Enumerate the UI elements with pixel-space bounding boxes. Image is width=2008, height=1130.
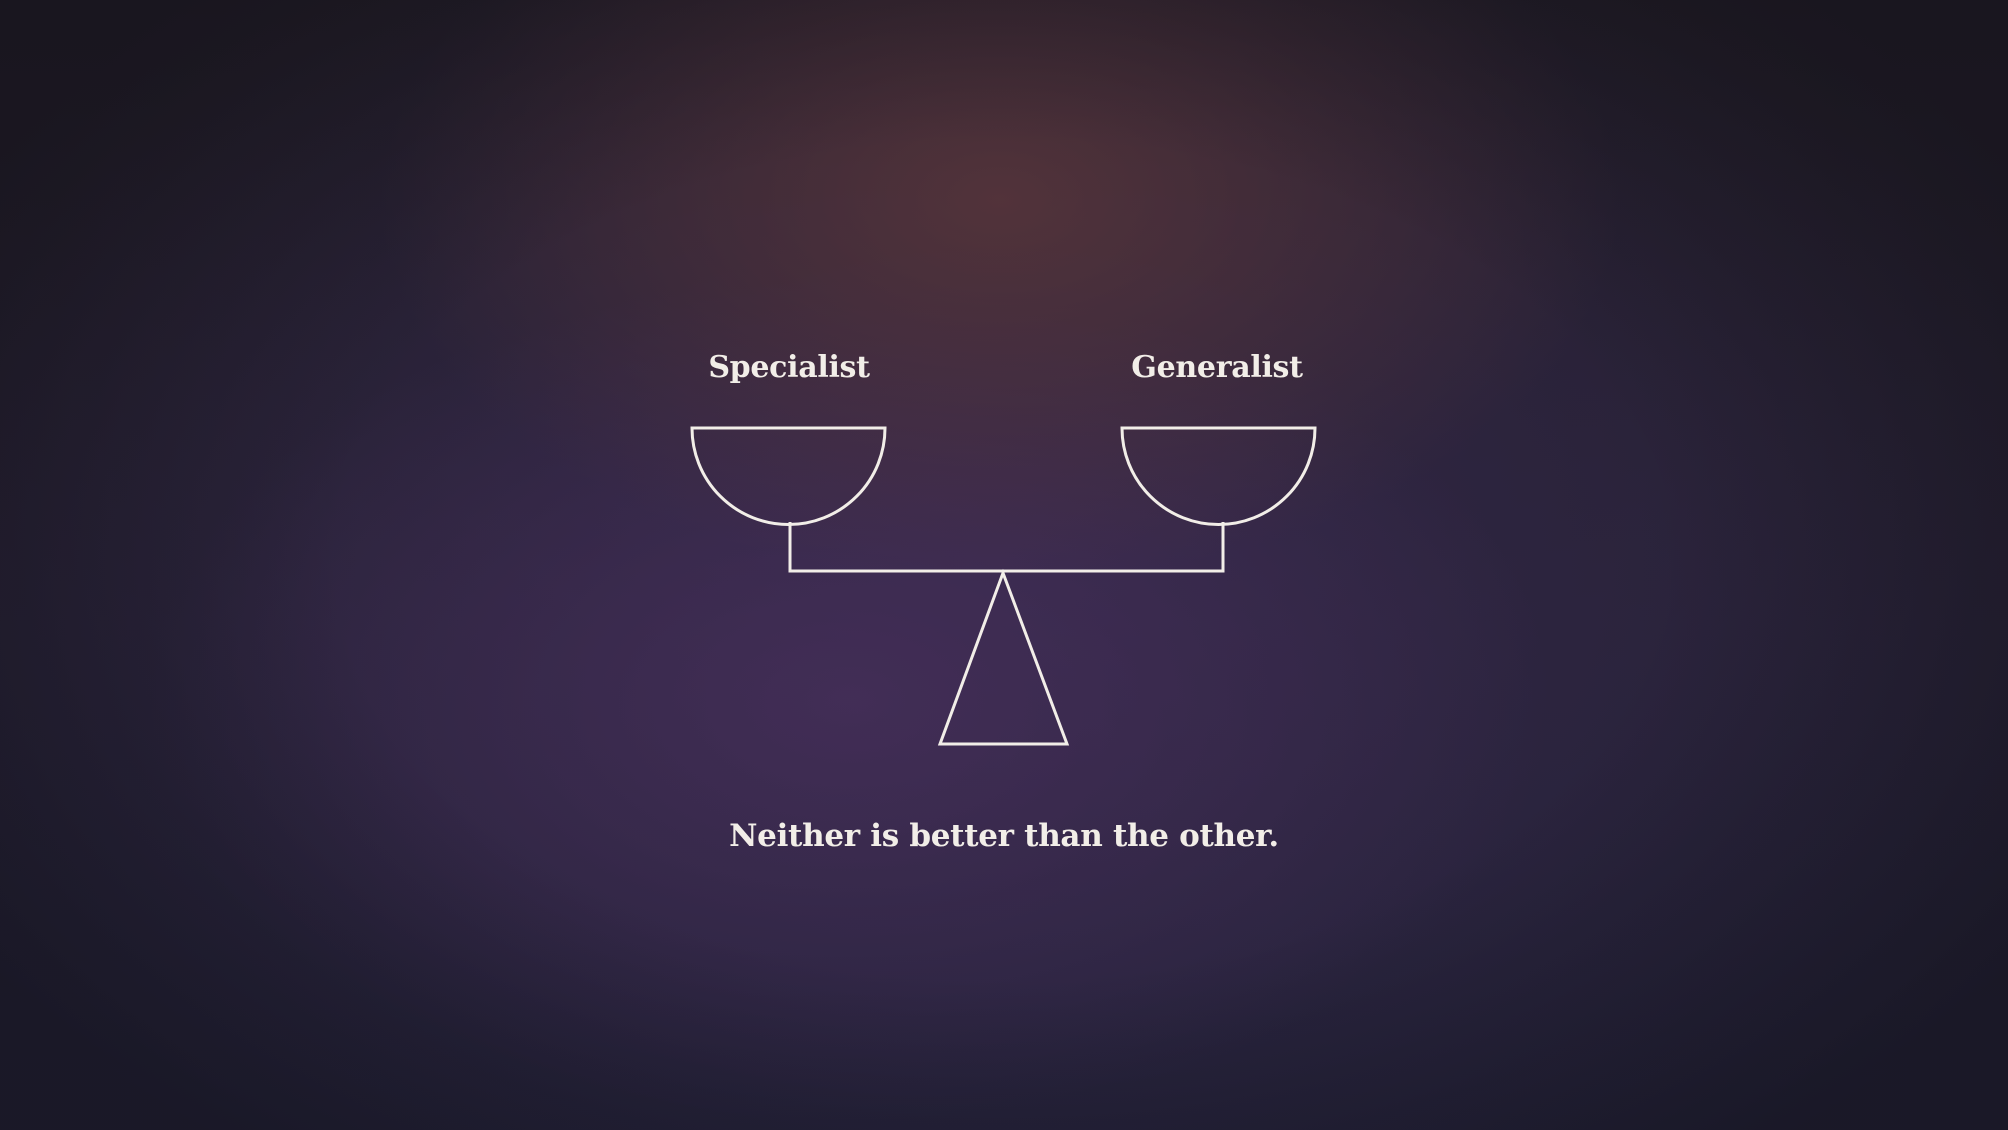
fulcrum-triangle	[937, 568, 1070, 746]
left-pan	[690, 426, 887, 526]
right-pan	[1120, 426, 1317, 526]
specialist-label: Specialist	[708, 350, 870, 385]
caption-text: Neither is better than the other.	[729, 818, 1279, 854]
generalist-label: Generalist	[1131, 350, 1303, 385]
balance-beam	[788, 522, 1225, 573]
